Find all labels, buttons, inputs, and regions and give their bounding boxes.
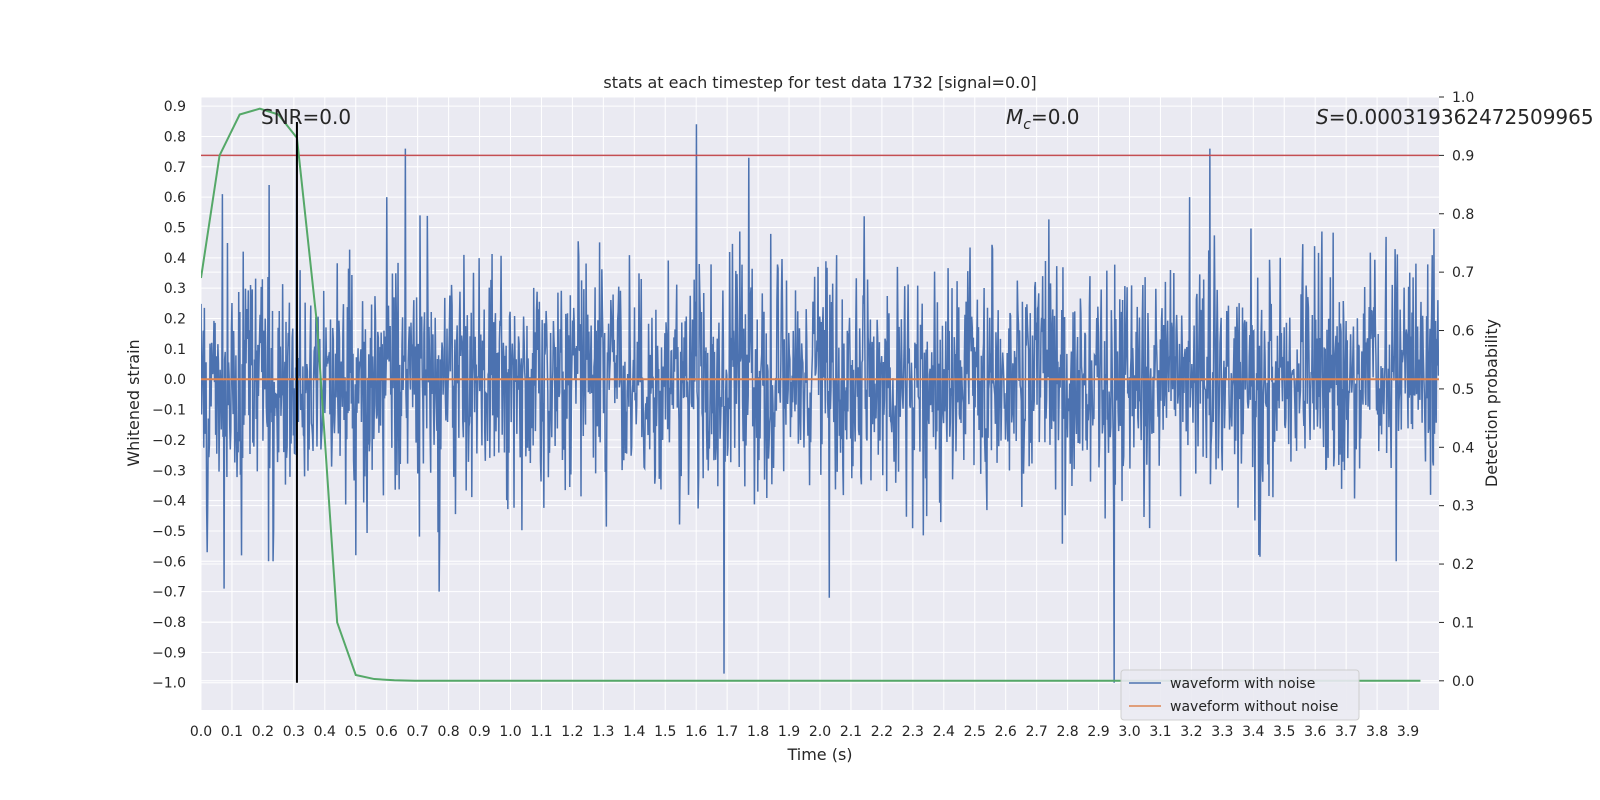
x-tick-label: 0.9 [468, 724, 490, 740]
y2-tick-label: 0.2 [1452, 557, 1474, 573]
x-tick-label: 1.7 [716, 724, 738, 740]
y-tick-label: 0.8 [164, 129, 186, 145]
x-tick-label: 0.5 [345, 724, 367, 740]
y2-tick-label: 0.7 [1452, 265, 1474, 281]
x-tick-label: 1.8 [747, 724, 769, 740]
x-axis-label: Time (s) [786, 745, 852, 764]
y-tick-label: −0.4 [152, 494, 186, 510]
y-tick-label: −0.9 [152, 645, 186, 661]
x-tick-label: 1.0 [499, 724, 521, 740]
x-tick-label: 2.9 [1087, 724, 1109, 740]
y-tick-label: 0.1 [164, 342, 186, 358]
y-tick-label: 0.6 [164, 190, 186, 206]
y-tick-label: −0.8 [152, 615, 186, 631]
x-tick-label: 2.4 [933, 724, 955, 740]
x-tick-label: 1.1 [530, 724, 552, 740]
snr-annotation: SNR=0.0 [261, 105, 351, 129]
x-tick-label: 2.5 [964, 724, 986, 740]
legend-box [1120, 669, 1360, 721]
y2-tick-label: 1.0 [1452, 90, 1474, 106]
x-tick-label: 1.9 [778, 724, 800, 740]
x-tick-label: 1.5 [654, 724, 676, 740]
mc-symbol: M [1006, 105, 1023, 129]
s-annotation: S=0.000319362472509965 [1316, 105, 1594, 129]
y-tick-label: 0.9 [164, 99, 186, 115]
y-tick-label: 0.3 [164, 281, 186, 297]
x-tick-label: 2.8 [1056, 724, 1078, 740]
y-tick-labels: 0.9 0.8 0.7 0.6 0.5 0.4 0.3 0.2 0.1 0.0 −0.1 −0.2 −0… [152, 99, 186, 692]
y2-tick-label: 0.8 [1452, 207, 1474, 223]
y-tick-label: −0.6 [152, 554, 186, 570]
x-tick-label: 3.5 [1273, 724, 1295, 740]
x-tick-label: 3.7 [1335, 724, 1357, 740]
x-tick-label: 0.2 [252, 724, 274, 740]
x-tick-label: 0.6 [376, 724, 398, 740]
y2-axis-label: Detection probability [1482, 319, 1501, 487]
legend-label-clean: waveform without noise [1170, 699, 1338, 715]
x-tick-label: 0.4 [314, 724, 336, 740]
y-tick-label: 0.4 [164, 251, 186, 267]
series-marks [201, 107, 1439, 683]
y-tick-label: −1.0 [152, 676, 186, 692]
x-tick-label: 2.3 [902, 724, 924, 740]
x-tick-label: 3.0 [1118, 724, 1140, 740]
y-tick-label: 0.0 [164, 372, 186, 388]
chart-title: stats at each timestep for test data 173… [603, 73, 1036, 92]
x-tick-label: 0.0 [190, 724, 212, 740]
legend[interactable]: waveform with noise waveform without noi… [1120, 669, 1360, 721]
x-tick-label: 2.6 [995, 724, 1017, 740]
y2-tick-label: 0.5 [1452, 382, 1474, 398]
x-tick-label: 3.1 [1149, 724, 1171, 740]
y-tick-label: −0.3 [152, 463, 186, 479]
x-tick-label: 3.4 [1242, 724, 1264, 740]
y-axis-label: Whitened strain [124, 339, 143, 466]
y-tick-label: −0.1 [152, 403, 186, 419]
x-tick-label: 1.6 [685, 724, 707, 740]
s-symbol: S [1316, 105, 1329, 129]
y-tick-label: −0.7 [152, 585, 186, 601]
detection-probability-line [201, 107, 1421, 682]
plot-area [201, 107, 1439, 683]
x-tick-label: 2.0 [809, 724, 831, 740]
x-tick-label: 3.2 [1180, 724, 1202, 740]
y2-tick-labels: 1.0 0.9 0.8 0.7 0.6 0.5 0.4 0.3 0.2 0.1 0.0 [1439, 90, 1474, 690]
x-tick-label: 1.2 [561, 724, 583, 740]
x-tick-label: 0.3 [283, 724, 305, 740]
x-tick-label: 3.6 [1304, 724, 1326, 740]
y2-tick-label: 0.3 [1452, 499, 1474, 515]
x-tick-label: 2.2 [871, 724, 893, 740]
y-tick-label: 0.7 [164, 160, 186, 176]
y-tick-label: −0.5 [152, 524, 186, 540]
x-tick-label: 0.8 [437, 724, 459, 740]
mc-subscript: c [1023, 117, 1031, 133]
x-tick-label: 0.7 [407, 724, 429, 740]
s-value: =0.000319362472509965 [1329, 105, 1594, 129]
x-tick-label: 0.1 [221, 724, 243, 740]
x-tick-label: 3.8 [1366, 724, 1388, 740]
y-tick-label: 0.2 [164, 312, 186, 328]
mc-value: =0.0 [1031, 105, 1080, 129]
y-tick-label: 0.5 [164, 220, 186, 236]
y2-tick-label: 0.1 [1452, 615, 1474, 631]
y2-tick-label: 0.4 [1452, 440, 1474, 456]
y2-tick-label: 0.6 [1452, 324, 1474, 340]
chirp-mass-annotation: Mc=0.0 [1006, 105, 1080, 133]
y2-tick-label: 0.0 [1452, 674, 1474, 690]
x-tick-label: 2.7 [1026, 724, 1048, 740]
x-tick-label: 2.1 [840, 724, 862, 740]
x-tick-label: 3.9 [1397, 724, 1419, 740]
x-tick-label: 1.3 [592, 724, 614, 740]
y-tick-label: −0.2 [152, 433, 186, 449]
x-tick-labels: 0.0 0.1 0.2 0.3 0.4 0.5 0.6 0.7 0.8 0.9 1.0 1.1 1.2 1… [190, 724, 1419, 740]
legend-label-noisy: waveform with noise [1170, 676, 1315, 692]
y2-tick-label: 0.9 [1452, 148, 1474, 164]
x-tick-label: 3.3 [1211, 724, 1233, 740]
x-tick-label: 1.4 [623, 724, 645, 740]
noisy-waveform-line [201, 124, 1439, 683]
